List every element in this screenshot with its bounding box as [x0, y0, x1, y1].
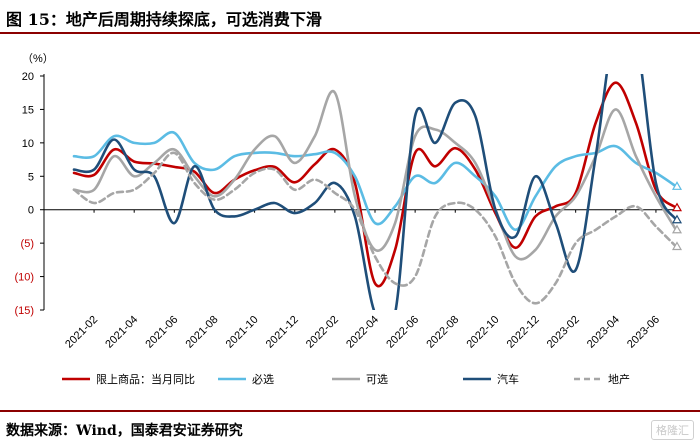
y-tick-label: (15) — [14, 305, 34, 317]
y-tick-label: 0 — [28, 205, 34, 217]
series-lines — [72, 74, 678, 310]
axes — [40, 74, 680, 311]
y-tick-label: 5 — [28, 171, 34, 183]
source-bar: 数据来源：Wind，国泰君安证券研究 格隆汇 — [0, 410, 700, 443]
x-tick-label: 2021-04 — [103, 314, 140, 351]
x-tick-label: 2021-08 — [184, 314, 221, 351]
legend: 限上商品：当月同比 必选 可选 汽车 地产 — [62, 372, 630, 386]
y-tick-label: 20 — [22, 71, 34, 83]
series-line-1 — [72, 130, 678, 232]
end-marker-0 — [671, 202, 683, 212]
x-tick-label: 2023-06 — [625, 314, 662, 351]
end-marker-4 — [671, 241, 683, 251]
legend-label-3: 汽车 — [497, 372, 519, 386]
y-tick-label: (5) — [21, 238, 34, 250]
x-tick-label: 2022-06 — [384, 314, 421, 351]
series-end-markers — [671, 181, 683, 251]
end-marker-1 — [671, 181, 683, 190]
x-tick-label: 2022-12 — [505, 314, 542, 351]
series-line-2 — [72, 89, 678, 261]
y-tick-label: 15 — [22, 104, 34, 116]
legend-label-4: 地产 — [608, 372, 630, 386]
title-bar: 图 15：地产后周期持续探底，可选消费下滑 — [0, 0, 700, 34]
x-tick-label: 2023-02 — [545, 314, 582, 351]
x-tick-label: 2022-10 — [464, 314, 501, 351]
y-axis-ticks: 20 15 10 5 0 (5) (10) (15) — [14, 71, 34, 317]
end-marker-3 — [671, 214, 683, 224]
y-axis-unit-label: （%） — [22, 52, 54, 65]
watermark-logo: 格隆汇 — [651, 420, 694, 440]
series-line-4 — [72, 151, 678, 305]
x-tick-label: 2023-04 — [585, 314, 622, 351]
legend-label-1: 必选 — [252, 373, 274, 386]
series-line-0 — [72, 81, 678, 288]
y-tick-label: 10 — [22, 138, 34, 150]
end-marker-2 — [671, 224, 683, 234]
x-tick-label: 2022-02 — [304, 314, 341, 351]
x-tick-label: 2022-04 — [344, 314, 381, 351]
series-line-3 — [72, 74, 678, 310]
x-tick-label: 2021-02 — [63, 314, 100, 351]
source-note: 数据来源：Wind，国泰君安证券研究 — [6, 423, 243, 439]
y-tick-label: (10) — [14, 272, 34, 284]
legend-label-2: 可选 — [366, 373, 388, 386]
x-tick-label: 2021-12 — [264, 314, 301, 351]
x-tick-label: 2022-08 — [424, 314, 461, 351]
x-tick-label: 2021-10 — [224, 314, 261, 351]
chart-title: 图 15：地产后周期持续探底，可选消费下滑 — [6, 10, 322, 29]
legend-label-0: 限上商品：当月同比 — [96, 372, 195, 386]
x-tick-label: 2021-06 — [143, 314, 180, 351]
